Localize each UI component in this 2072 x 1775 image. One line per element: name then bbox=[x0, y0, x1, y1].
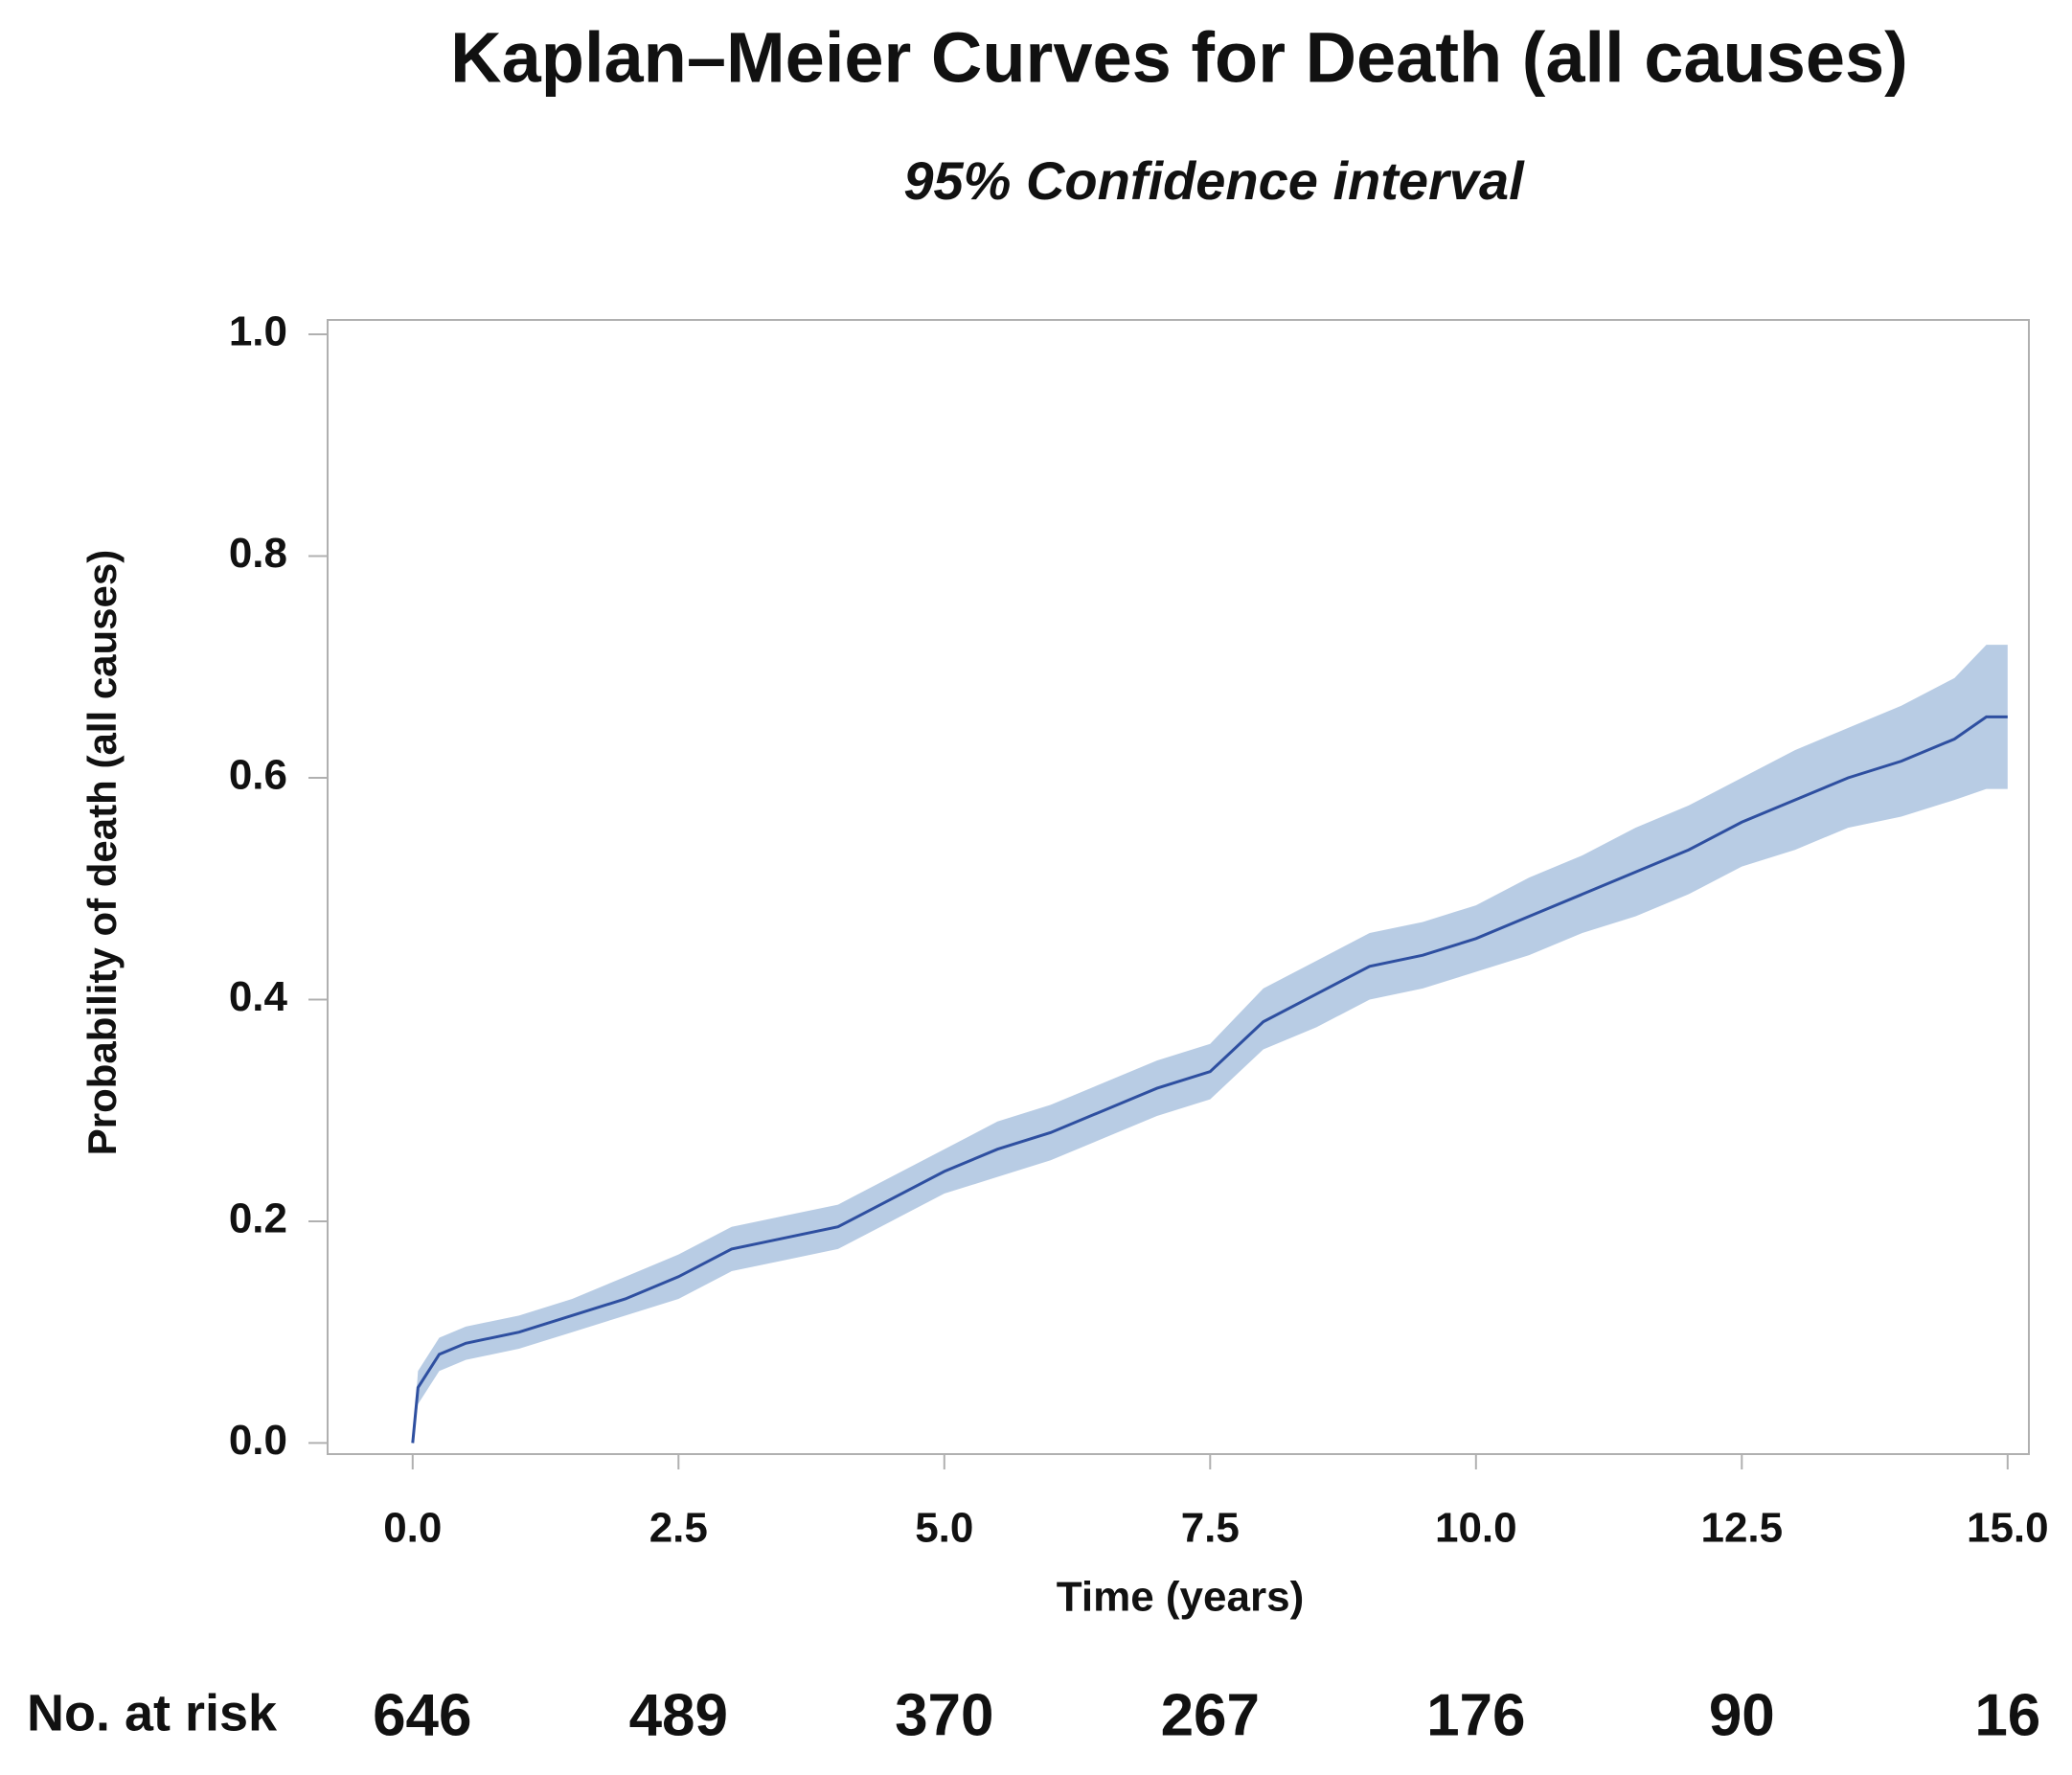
risk-count: 176 bbox=[1426, 1682, 1525, 1748]
x-tick-label: 15.0 bbox=[1967, 1505, 2049, 1552]
y-tick-label: 0.6 bbox=[229, 752, 287, 799]
chart-subtitle: 95% Confidence interval bbox=[903, 150, 1525, 211]
x-tick-label: 10.0 bbox=[1435, 1505, 1517, 1552]
y-tick-label: 0.0 bbox=[229, 1417, 287, 1464]
risk-count: 489 bbox=[629, 1682, 728, 1748]
x-tick-label: 2.5 bbox=[649, 1505, 708, 1552]
risk-count: 646 bbox=[373, 1682, 471, 1748]
confidence-band bbox=[412, 645, 2008, 1444]
chart-title: Kaplan–Meier Curves for Death (all cause… bbox=[450, 18, 1908, 98]
x-tick-label: 7.5 bbox=[1181, 1505, 1240, 1552]
y-axis-title: Probability of death (all causes) bbox=[80, 550, 125, 1155]
x-tick-label: 12.5 bbox=[1700, 1505, 1783, 1552]
y-tick-label: 1.0 bbox=[229, 308, 287, 355]
survival-line bbox=[411, 715, 2008, 1444]
y-tick-label: 0.4 bbox=[229, 973, 288, 1020]
risk-count: 90 bbox=[1709, 1682, 1775, 1748]
y-tick-label: 0.2 bbox=[229, 1195, 287, 1242]
risk-count: 267 bbox=[1161, 1682, 1260, 1748]
plot-frame bbox=[327, 319, 2030, 1455]
risk-count: 370 bbox=[895, 1682, 993, 1748]
x-tick-label: 5.0 bbox=[915, 1505, 973, 1552]
x-axis-title: Time (years) bbox=[1057, 1574, 1304, 1621]
x-tick-label: 0.0 bbox=[383, 1505, 442, 1552]
risk-table-label: No. at risk bbox=[27, 1684, 278, 1741]
risk-count: 16 bbox=[1974, 1682, 2040, 1748]
y-tick-label: 0.8 bbox=[229, 530, 287, 577]
